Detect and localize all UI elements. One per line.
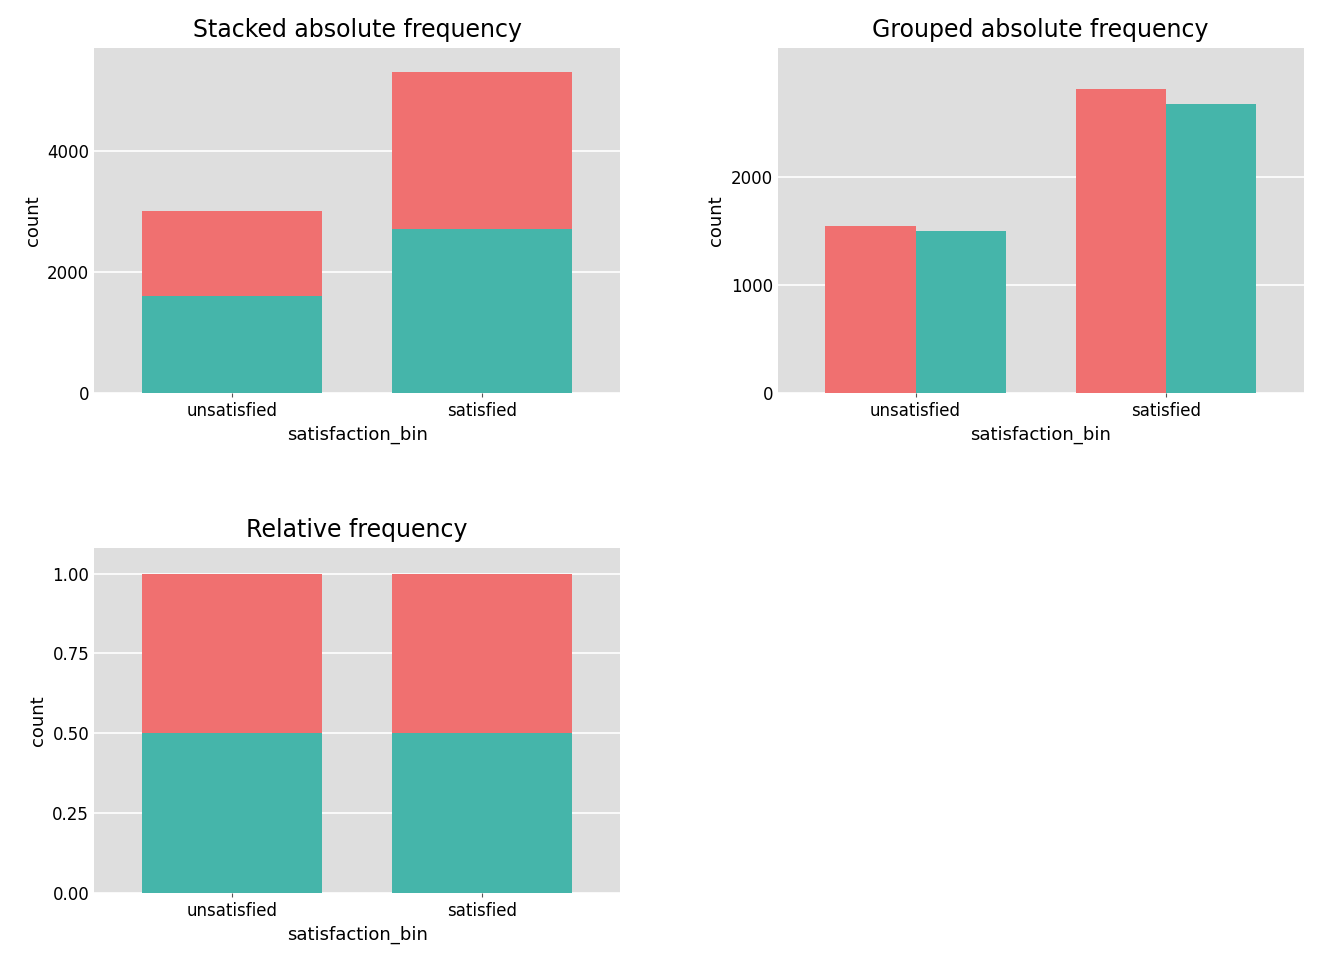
Bar [825, 226, 915, 393]
X-axis label: satisfaction_bin: satisfaction_bin [970, 425, 1111, 444]
Bar [1075, 89, 1167, 393]
Y-axis label: count: count [24, 195, 42, 246]
Bar [141, 211, 323, 296]
Bar [141, 296, 323, 393]
Bar [392, 72, 573, 229]
Title: Grouped absolute frequency: Grouped absolute frequency [872, 18, 1210, 42]
Title: Relative frequency: Relative frequency [246, 517, 468, 541]
Bar [392, 733, 573, 893]
Bar [915, 231, 1005, 393]
Bar [141, 573, 323, 733]
Bar [392, 573, 573, 733]
X-axis label: satisfaction_bin: satisfaction_bin [286, 925, 427, 944]
Y-axis label: count: count [28, 695, 47, 746]
Y-axis label: count: count [707, 195, 726, 246]
Title: Stacked absolute frequency: Stacked absolute frequency [192, 18, 521, 42]
Bar [141, 733, 323, 893]
Bar [392, 229, 573, 393]
Bar [1167, 104, 1257, 393]
X-axis label: satisfaction_bin: satisfaction_bin [286, 425, 427, 444]
